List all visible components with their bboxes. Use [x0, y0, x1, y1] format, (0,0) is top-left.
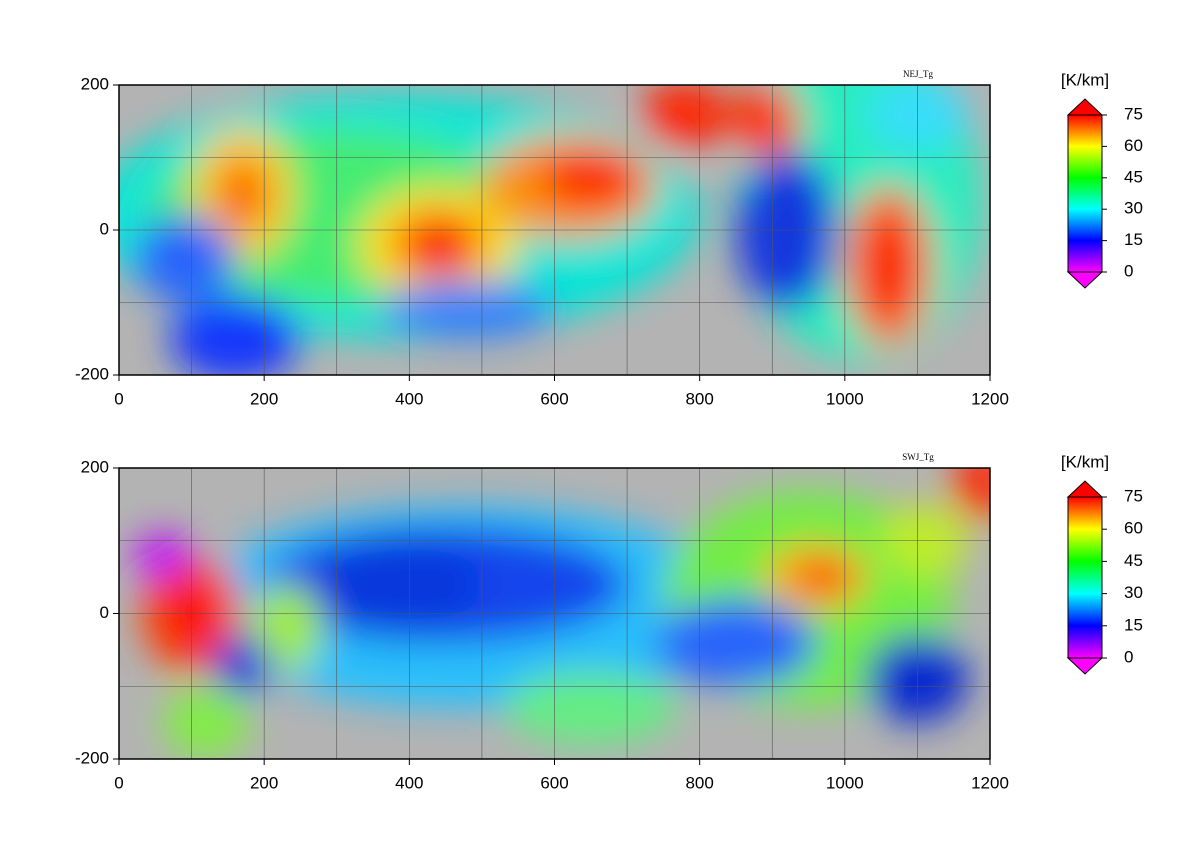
x-tick-label: 0: [114, 389, 123, 408]
colorbar-tick-label: 75: [1124, 486, 1143, 505]
colorbar-tick-label: 30: [1124, 199, 1143, 218]
y-tick-label: 200: [81, 74, 109, 93]
colorbar-label: [K/km]: [1061, 452, 1109, 471]
x-tick-label: 600: [540, 389, 568, 408]
field-blob: [794, 558, 853, 596]
field-blob: [656, 598, 816, 687]
field-blob: [133, 533, 192, 578]
field-blob: [503, 671, 678, 745]
field-blob: [641, 85, 729, 151]
colorbar-arrow-top: [1066, 98, 1104, 116]
colorbar-tick-label: 60: [1124, 136, 1143, 155]
field-blob: [866, 215, 911, 317]
panel-title: SWJ_Tg: [902, 452, 934, 462]
x-tick-label: 400: [395, 389, 423, 408]
field-blob: [133, 215, 236, 303]
y-tick-label: 200: [81, 457, 109, 476]
field-blob: [249, 584, 323, 672]
x-tick-label: 1000: [826, 773, 864, 792]
colorbar-tick-label: 60: [1124, 519, 1143, 538]
field-blob: [169, 295, 301, 375]
x-tick-label: 800: [685, 773, 713, 792]
field-blob: [539, 150, 642, 209]
y-tick-label: -200: [75, 748, 109, 767]
x-tick-label: 1200: [971, 773, 1009, 792]
colorbar-tick-label: 45: [1124, 551, 1143, 570]
field-blob: [307, 533, 482, 636]
y-tick-label: 0: [100, 219, 109, 238]
x-tick-label: 1000: [826, 389, 864, 408]
colorbar: [1067, 496, 1103, 659]
colorbar-tick-label: 45: [1124, 167, 1143, 186]
map-frame: [118, 84, 991, 376]
colorbar-tick-label: 15: [1124, 615, 1143, 634]
field-blob: [953, 468, 990, 519]
colorbar-label: [K/km]: [1061, 70, 1109, 89]
y-tick-label: -200: [75, 364, 109, 383]
y-tick-label: 0: [100, 603, 109, 622]
colorbar-arrow-bottom: [1066, 271, 1104, 289]
field-blob: [162, 686, 250, 759]
colorbar-tick-label: 75: [1124, 104, 1143, 123]
colorbar: [1067, 114, 1103, 273]
colorbar-arrow-top: [1066, 480, 1104, 498]
x-tick-label: 1200: [971, 389, 1009, 408]
colorbar-tick-label: 0: [1124, 261, 1133, 280]
colorbar-tick-label: 0: [1124, 647, 1133, 666]
x-tick-label: 200: [250, 773, 278, 792]
x-tick-label: 400: [395, 773, 423, 792]
x-tick-label: 0: [114, 773, 123, 792]
field-blob: [213, 635, 272, 694]
panel-title: NEJ_Tg: [903, 69, 933, 79]
colorbar-tick-label: 30: [1124, 583, 1143, 602]
map-frame: [118, 467, 991, 760]
field-blob: [394, 211, 482, 278]
x-tick-label: 200: [250, 389, 278, 408]
x-tick-label: 600: [540, 773, 568, 792]
field-blob: [380, 280, 555, 339]
field-blob: [728, 85, 802, 158]
colorbar-tick-label: 15: [1124, 230, 1143, 249]
field-blob: [216, 157, 268, 230]
colorbar-arrow-bottom: [1066, 657, 1104, 675]
x-tick-label: 800: [685, 389, 713, 408]
